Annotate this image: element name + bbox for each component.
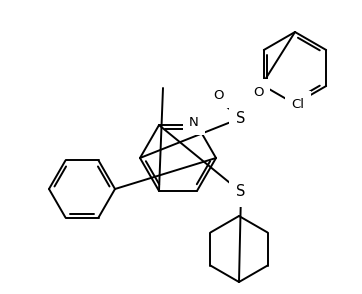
Text: S: S	[236, 185, 246, 200]
Text: O: O	[253, 86, 263, 98]
Text: O: O	[213, 88, 223, 101]
Text: S: S	[236, 111, 246, 126]
Text: Cl: Cl	[291, 98, 304, 111]
Text: N: N	[189, 116, 199, 128]
